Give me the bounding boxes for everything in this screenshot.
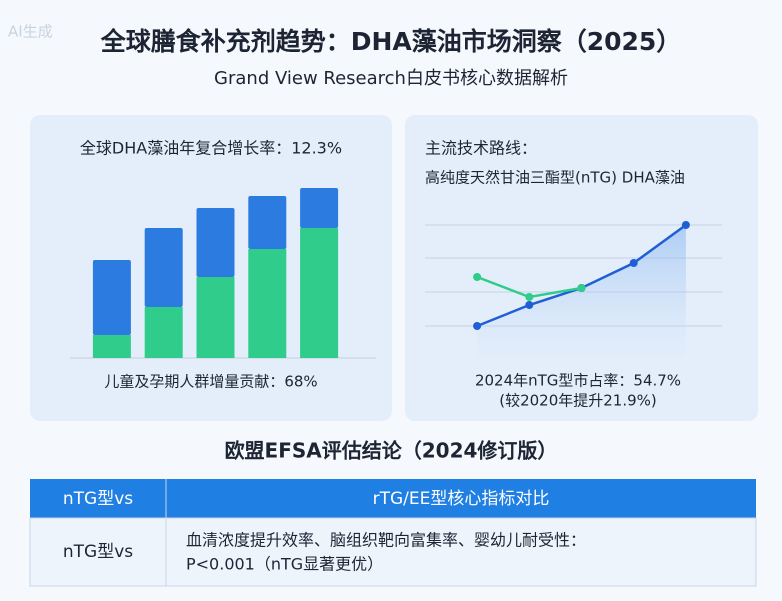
bar-segment — [196, 208, 235, 277]
table-cell: 血清浓度提升效率、脑组织靶向富集率、婴幼儿耐受性： — [186, 531, 586, 550]
point — [577, 284, 586, 292]
bar-segment — [300, 228, 339, 358]
table-cell: nTG型vs — [63, 542, 133, 562]
point — [473, 322, 482, 330]
watermark: AI生成 — [8, 23, 53, 41]
annotation: 2024年nTG型市占率：54.7% — [475, 372, 681, 390]
bar-segment — [300, 188, 339, 228]
point — [525, 301, 534, 309]
title: 全球膳食补充剂趋势：DHA藻油市场洞察（2025） — [100, 27, 682, 56]
subtitle: Grand View Research白皮书核心数据解析 — [214, 68, 568, 89]
bar-segment — [92, 260, 131, 335]
bar-segment — [248, 249, 287, 358]
section-title: 欧盟EFSA评估结论（2024修订版） — [225, 439, 558, 463]
bar-segment — [196, 277, 235, 358]
table-header-cell: nTG型vs — [63, 489, 133, 509]
table-header-cell: rTG/EE型核心指标对比 — [373, 489, 550, 509]
table-row — [29, 517, 757, 587]
point — [525, 293, 534, 301]
table-header — [30, 479, 756, 518]
bar-segment — [248, 196, 287, 249]
bar-segment — [144, 307, 183, 358]
table-cell: P<0.001（nTG显著更优） — [186, 555, 383, 574]
caption: 儿童及孕期人群增量贡献：68% — [104, 373, 317, 391]
point — [681, 221, 690, 229]
point — [473, 273, 482, 281]
annotation: (较2020年提升21.9%) — [499, 392, 657, 410]
panel-title: 主流技术路线： — [425, 139, 537, 158]
panel-subtitle: 高纯度天然甘油三酯型(nTG) DHA藻油 — [425, 169, 685, 187]
bar-segment — [92, 335, 131, 358]
panel-title: 全球DHA藻油年复合增长率：12.3% — [80, 139, 342, 158]
bar-segment — [144, 228, 183, 307]
point — [629, 259, 638, 267]
